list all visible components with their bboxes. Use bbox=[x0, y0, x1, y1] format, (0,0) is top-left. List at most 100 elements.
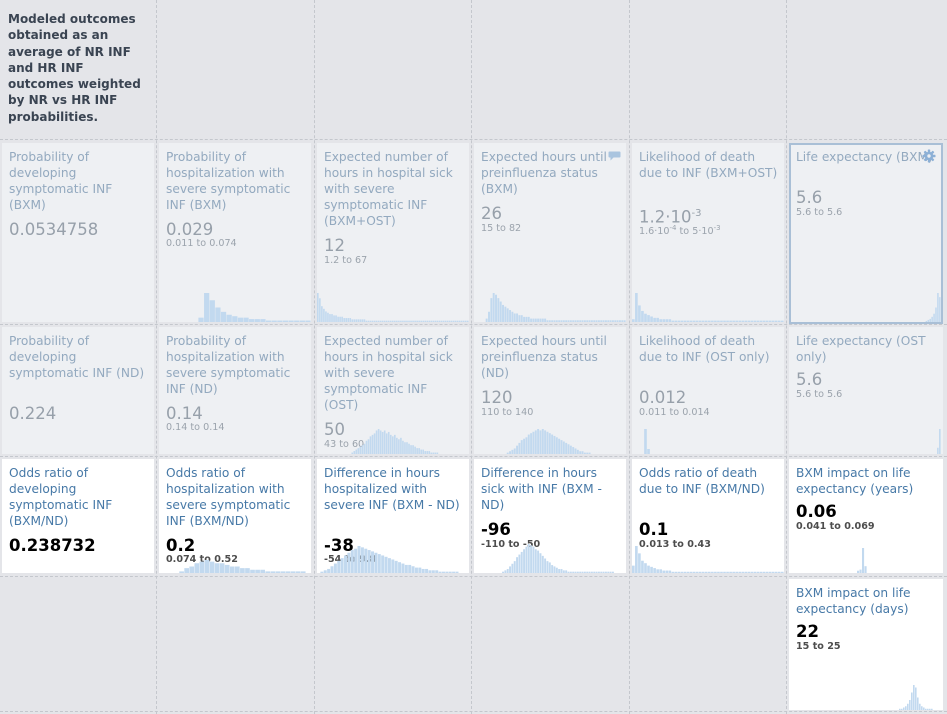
gear-icon[interactable] bbox=[922, 149, 936, 163]
histogram-bar bbox=[452, 320, 455, 322]
histogram-bar bbox=[747, 320, 751, 322]
metric-card[interactable]: Difference in hours hospitalized with se… bbox=[317, 459, 469, 573]
metric-card[interactable]: Difference in hours sick with INF (BXM -… bbox=[474, 459, 626, 573]
metric-card[interactable]: Odds ratio of developing symptomatic INF… bbox=[2, 459, 154, 573]
metric-card[interactable]: BXM impact on life expectancy (years) 0.… bbox=[789, 459, 943, 573]
histogram-bar bbox=[516, 445, 519, 454]
histogram-bar bbox=[527, 316, 530, 322]
histogram-bar bbox=[546, 561, 549, 573]
histogram-bar bbox=[586, 452, 589, 454]
metric-card[interactable]: Life expectancy (OST only) 5.6 5.6 to 5.… bbox=[789, 327, 943, 454]
histogram-bar bbox=[692, 571, 696, 573]
histogram-bar bbox=[277, 320, 283, 322]
histogram-bar bbox=[220, 311, 227, 322]
histogram-bar bbox=[454, 320, 457, 322]
histogram-bar bbox=[864, 566, 867, 573]
histogram-bar bbox=[560, 440, 563, 454]
metric-card[interactable]: Probability of hospitalization with seve… bbox=[159, 327, 311, 454]
histogram-bar bbox=[632, 565, 635, 573]
metric-value: 50 bbox=[324, 420, 345, 439]
histogram-bar bbox=[683, 571, 687, 573]
histogram-bar bbox=[576, 320, 579, 322]
histogram-bar bbox=[402, 440, 404, 454]
histogram-bar bbox=[537, 318, 540, 322]
histogram-bar bbox=[360, 547, 364, 573]
metric-card[interactable]: Expected hours until preinfluenza status… bbox=[474, 327, 626, 454]
histogram-bar bbox=[551, 320, 554, 322]
histogram-bar bbox=[513, 313, 516, 322]
histogram-bar bbox=[611, 320, 614, 322]
histogram-bar bbox=[204, 560, 210, 573]
histogram-bar bbox=[532, 546, 535, 573]
histogram-bar bbox=[527, 434, 530, 454]
metric-card[interactable]: Probability of developing symptomatic IN… bbox=[2, 143, 154, 322]
metric-card[interactable]: Odds ratio of hospitalization with sever… bbox=[159, 459, 311, 573]
distribution-histogram bbox=[937, 429, 941, 454]
histogram-bar bbox=[499, 301, 502, 322]
histogram-bar bbox=[394, 320, 396, 322]
histogram-bar bbox=[294, 320, 300, 322]
distribution-histogram bbox=[632, 546, 784, 573]
metric-value: 12 bbox=[324, 236, 345, 255]
metric-value: 0.1 bbox=[639, 520, 669, 539]
histogram-bar bbox=[337, 316, 339, 322]
metric-card[interactable]: Probability of hospitalization with seve… bbox=[159, 143, 311, 322]
histogram-bar bbox=[333, 315, 335, 322]
histogram-bar bbox=[237, 317, 244, 322]
histogram-bar bbox=[551, 565, 554, 573]
grid-divider bbox=[629, 0, 630, 714]
histogram-bar bbox=[401, 563, 405, 573]
histogram-bar bbox=[350, 550, 354, 573]
metric-value: 0.029 bbox=[166, 220, 214, 239]
histogram-bar bbox=[665, 319, 669, 322]
metric-card[interactable]: Odds ratio of death due to INF (BXM/ND) … bbox=[632, 459, 784, 573]
histogram-bar bbox=[341, 316, 343, 322]
histogram-bar bbox=[502, 304, 504, 322]
histogram-bar bbox=[586, 320, 589, 322]
metric-range: 15 to 25 bbox=[796, 641, 841, 652]
histogram-bar bbox=[935, 307, 937, 322]
histogram-bar bbox=[404, 442, 406, 454]
histogram-bar bbox=[919, 703, 921, 710]
histogram-bar bbox=[576, 449, 579, 454]
histogram-bar bbox=[351, 319, 354, 322]
histogram-bar bbox=[704, 320, 708, 322]
histogram-bar bbox=[398, 439, 400, 454]
histogram-bar bbox=[219, 563, 225, 573]
histogram-bar bbox=[555, 437, 558, 454]
histogram-bar bbox=[530, 318, 533, 322]
metric-card[interactable]: Expected number of hours in hospital sic… bbox=[317, 143, 469, 322]
histogram-bar bbox=[209, 561, 215, 573]
histogram-bar bbox=[323, 570, 327, 573]
histogram-bar bbox=[371, 320, 374, 322]
metric-range: 110 to 140 bbox=[481, 407, 534, 418]
histogram-bar bbox=[558, 320, 561, 322]
histogram-bar bbox=[711, 571, 714, 573]
metric-card[interactable]: Probability of developing symptomatic IN… bbox=[2, 327, 154, 454]
distribution-histogram bbox=[351, 429, 439, 454]
histogram-bar bbox=[323, 308, 325, 322]
metric-card[interactable]: Expected hours until preinfluenza status… bbox=[474, 143, 626, 322]
histogram-bar bbox=[753, 571, 757, 573]
histogram-bar bbox=[548, 320, 551, 322]
comment-icon[interactable] bbox=[608, 150, 621, 161]
histogram-bar bbox=[373, 433, 376, 454]
histogram-bar bbox=[354, 548, 358, 573]
metric-card-selected[interactable]: Life expectancy (BXM) 5.6 5.6 to 5.6 bbox=[789, 143, 943, 324]
metric-card[interactable]: Likelihood of death due to INF (BXM+OST)… bbox=[632, 143, 784, 322]
histogram-bar bbox=[558, 438, 561, 454]
histogram-bar bbox=[925, 320, 928, 322]
metric-title: Life expectancy (OST only) bbox=[796, 334, 926, 364]
histogram-bar bbox=[445, 571, 449, 573]
histogram-bar bbox=[214, 563, 220, 573]
metric-card[interactable]: Likelihood of death due to INF (OST only… bbox=[632, 327, 784, 454]
histogram-bar bbox=[347, 552, 351, 573]
histogram-bar bbox=[391, 559, 395, 573]
metric-card[interactable]: BXM impact on life expectancy (days) 22 … bbox=[789, 579, 943, 710]
histogram-bar bbox=[600, 320, 603, 322]
metric-card[interactable]: Expected number of hours in hospital sic… bbox=[317, 327, 469, 454]
histogram-bar bbox=[686, 571, 690, 573]
histogram-bar bbox=[939, 297, 941, 322]
histogram-bar bbox=[300, 571, 306, 573]
histogram-bar bbox=[579, 451, 582, 454]
